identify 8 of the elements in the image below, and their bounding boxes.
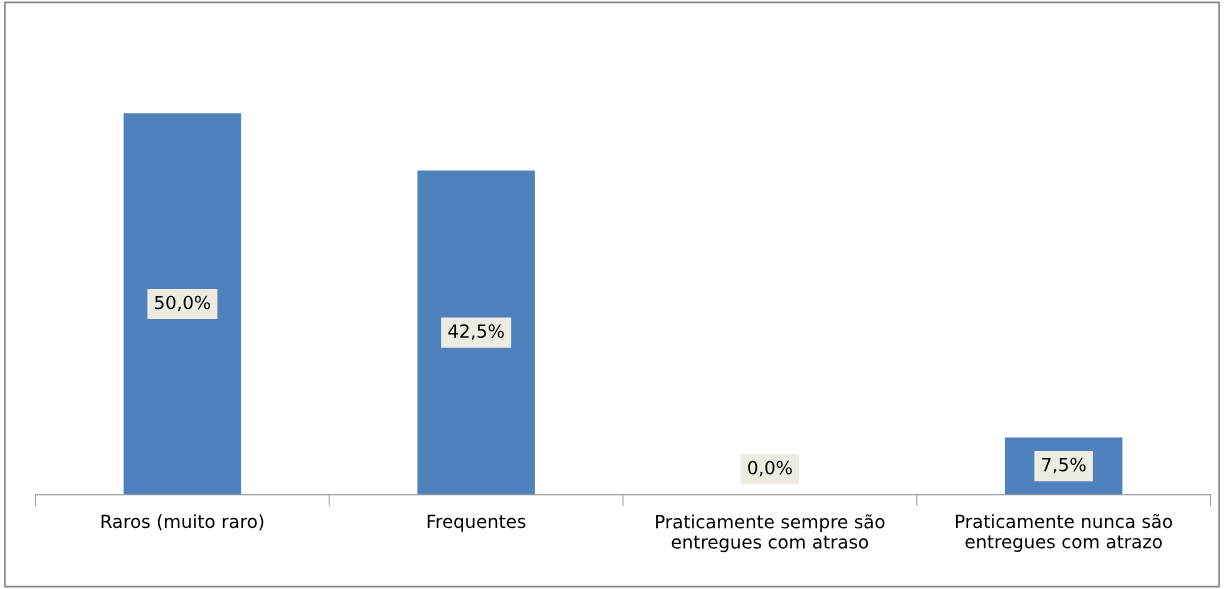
- data-label: 0,0%: [748, 460, 792, 477]
- data-label: 7,5%: [1042, 457, 1086, 474]
- x-tick-label: Praticamente sempre são entregues com atraso: [656, 514, 885, 553]
- x-tick-label: Raros (muito raro): [101, 514, 264, 531]
- data-label: 42,5%: [448, 324, 504, 340]
- data-label: 50,0%: [155, 295, 211, 312]
- x-tick-label: Frequentes: [427, 514, 526, 532]
- x-tick-label: Praticamente nunca são entregues com atrazo: [956, 513, 1173, 552]
